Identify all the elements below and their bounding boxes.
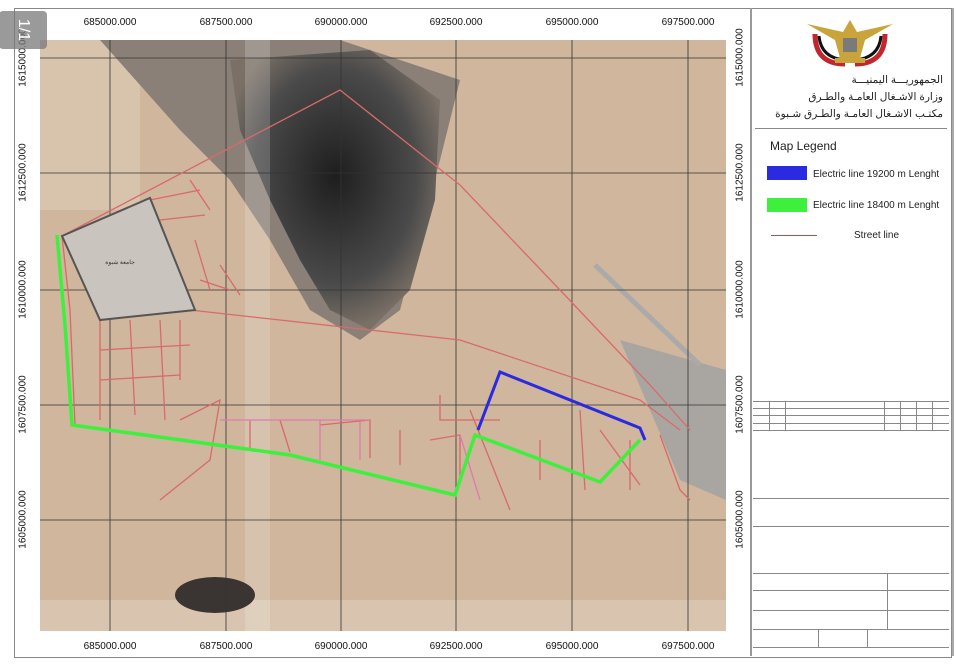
university-boundary: [60, 196, 197, 322]
divider: [755, 128, 947, 129]
town: [620, 340, 726, 500]
header-line-2: وزارة الاشـغال العامـة والطـرق: [808, 91, 943, 103]
y-tick-right: 1615000.000: [734, 28, 746, 87]
page-badge: 1/1: [0, 11, 47, 49]
university-label: جامعة شبوة: [105, 259, 135, 266]
y-tick-right: 1610000.000: [734, 260, 746, 319]
airstrip: [593, 263, 702, 367]
legend-swatch-blue: [767, 166, 807, 180]
street-lines-pink: [220, 419, 481, 501]
legend-swatch-street: [771, 235, 817, 236]
x-tick-bottom: 695000.000: [545, 641, 599, 652]
legend-title: Map Legend: [770, 139, 837, 153]
x-tick-bottom: 690000.000: [314, 641, 368, 652]
rock-outcrop: [175, 577, 255, 613]
title-block: الجمهوريـــة اليمنيـــة وزارة الاشـغال ا…: [753, 8, 949, 656]
x-tick-top: 695000.000: [545, 17, 599, 28]
x-tick-top: 687500.000: [199, 17, 253, 28]
y-tick-left: 1612500.000: [17, 143, 29, 202]
image-seam: [245, 40, 270, 631]
x-tick-top: 692500.000: [429, 17, 483, 28]
legend-label: Street line: [854, 230, 900, 241]
y-tick-right: 1605000.000: [734, 490, 746, 549]
y-tick-left: 1605000.000: [17, 490, 29, 549]
x-tick-top: 685000.000: [83, 17, 137, 28]
legend-label: Electric line 19200 m Lenght: [813, 169, 940, 180]
x-tick-bottom: 685000.000: [83, 641, 137, 652]
y-tick-left: 1610000.000: [17, 260, 29, 319]
divider: [952, 8, 954, 656]
y-tick-right: 1607500.000: [734, 375, 746, 434]
x-tick-bottom: 687500.000: [199, 641, 253, 652]
x-tick-top: 690000.000: [314, 17, 368, 28]
legend-label: Electric line 18400 m Lenght: [813, 200, 940, 211]
electric-line-blue[interactable]: [476, 370, 647, 441]
sand: [40, 40, 140, 210]
y-tick-left: 1607500.000: [17, 375, 29, 434]
map-sheet-frame: [14, 8, 952, 658]
divider: [750, 8, 752, 656]
grid: [40, 40, 726, 631]
image-seam: [40, 600, 726, 631]
y-tick-right: 1612500.000: [734, 143, 746, 202]
header-line-3: مكتـب الاشـغال العامـة والطـرق شـبوة: [775, 108, 943, 120]
satellite-map[interactable]: جامعة شبوة: [40, 40, 726, 631]
legend-swatch-green: [767, 198, 807, 212]
yemen-emblem-logo: [807, 20, 893, 67]
electric-line-green[interactable]: [55, 234, 642, 498]
x-tick-bottom: 692500.000: [429, 641, 483, 652]
header-line-1: الجمهوريـــة اليمنيـــة: [851, 74, 943, 86]
x-tick-top: 697500.000: [661, 17, 715, 28]
street-lines: [61, 89, 691, 511]
x-tick-bottom: 697500.000: [661, 641, 715, 652]
